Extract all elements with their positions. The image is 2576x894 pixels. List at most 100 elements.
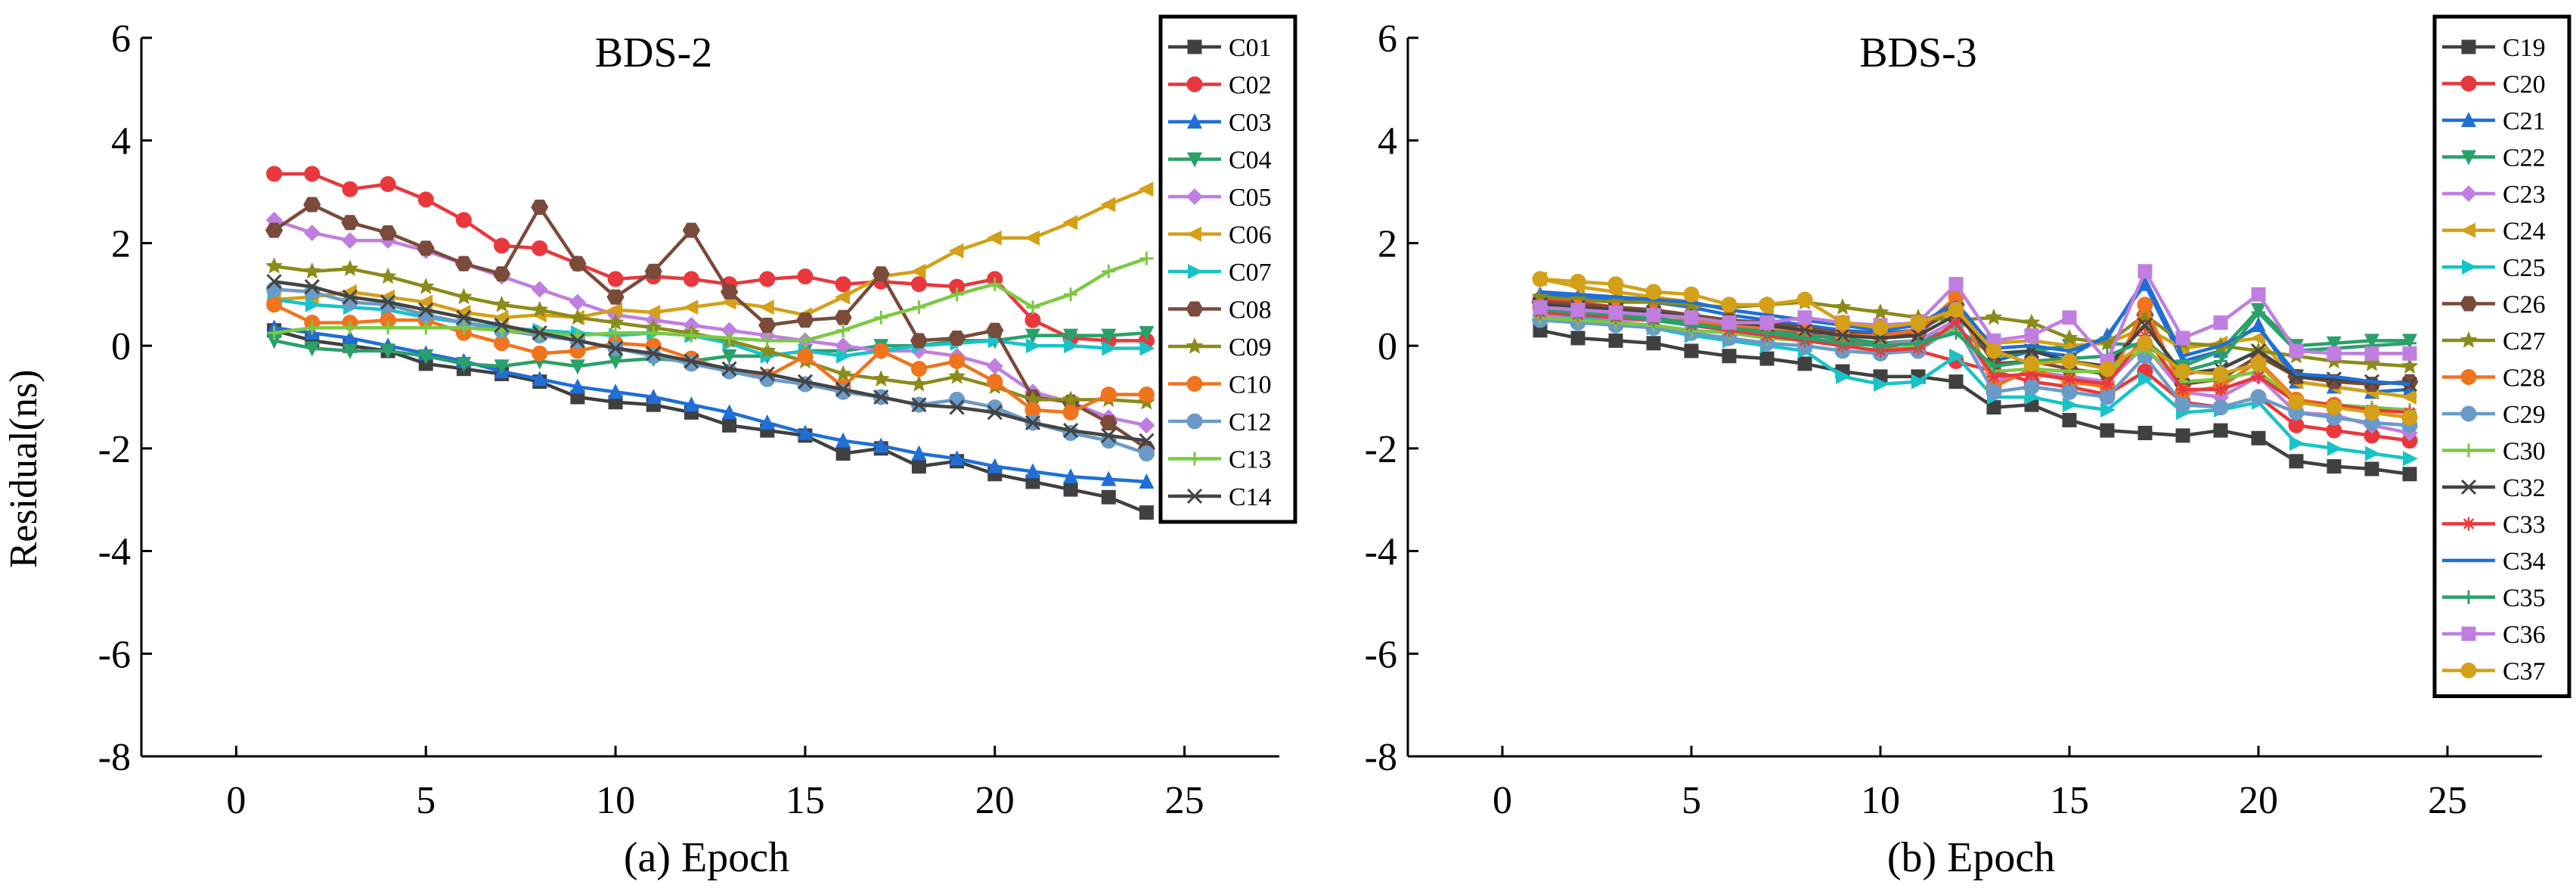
data-point xyxy=(1570,273,1586,290)
data-point xyxy=(532,371,547,386)
data-point xyxy=(607,271,624,287)
x-tick-label: 0 xyxy=(226,779,246,822)
legend-item: C20 xyxy=(2442,71,2546,99)
data-point xyxy=(1025,300,1040,315)
data-point xyxy=(1062,404,1079,421)
legend-item: C26 xyxy=(2442,291,2546,319)
legend-marker xyxy=(2461,39,2476,54)
data-point xyxy=(1722,349,1737,364)
data-point xyxy=(2212,399,2229,416)
data-point xyxy=(2402,467,2417,482)
data-point xyxy=(950,287,964,302)
data-point xyxy=(417,191,434,208)
data-point xyxy=(342,181,358,197)
data-point xyxy=(1063,468,1079,484)
data-point xyxy=(1834,315,1851,331)
legend-item: C06 xyxy=(1168,222,1272,250)
data-point xyxy=(2364,346,2379,361)
x-tick-label: 25 xyxy=(1165,779,1204,822)
data-point xyxy=(682,222,700,238)
legend-label: C26 xyxy=(2503,291,2546,319)
legend-label: C21 xyxy=(2503,107,2546,135)
data-point xyxy=(2402,346,2417,361)
y-tick-label: -2 xyxy=(98,428,131,471)
legend-marker xyxy=(2462,259,2477,275)
legend-item: C04 xyxy=(1168,147,1272,175)
data-point xyxy=(456,309,472,325)
y-tick-label: 0 xyxy=(111,325,131,368)
data-point xyxy=(2137,317,2153,334)
data-point xyxy=(342,329,358,345)
data-point xyxy=(531,199,549,215)
data-point xyxy=(758,317,777,334)
data-point xyxy=(1139,505,1154,520)
data-point xyxy=(1987,359,2001,374)
legend-marker xyxy=(2462,590,2475,604)
data-point xyxy=(873,343,889,359)
data-point xyxy=(418,302,434,318)
legend-marker xyxy=(1186,337,1204,354)
data-point xyxy=(1722,315,1737,331)
legend-label: C10 xyxy=(1229,371,1272,399)
data-point xyxy=(2138,371,2153,387)
data-point xyxy=(872,370,890,386)
data-point xyxy=(1532,271,1548,287)
data-point xyxy=(531,281,548,298)
legend-label: C04 xyxy=(1229,147,1272,175)
data-point xyxy=(456,356,472,372)
data-point xyxy=(343,321,357,335)
legend-item: C14 xyxy=(1168,483,1272,511)
data-point xyxy=(797,424,813,440)
data-point xyxy=(986,358,1003,375)
data-point xyxy=(1064,287,1078,302)
legend-marker xyxy=(1186,226,1201,242)
data-point xyxy=(2176,382,2190,396)
data-point xyxy=(683,300,699,315)
data-point xyxy=(1836,336,1849,350)
data-point xyxy=(266,274,282,290)
y-tick-label: -8 xyxy=(98,736,131,779)
legend-label: C14 xyxy=(1229,483,1272,511)
data-point xyxy=(608,340,624,356)
data-point xyxy=(304,279,320,295)
data-point xyxy=(1024,390,1042,408)
data-point xyxy=(380,294,396,310)
data-point xyxy=(722,418,737,433)
data-point xyxy=(1062,390,1080,408)
legend-marker xyxy=(2461,626,2476,641)
legend-item: C13 xyxy=(1168,446,1272,474)
y-tick-label: -4 xyxy=(1365,531,1397,574)
legend-marker xyxy=(2460,296,2478,312)
data-point xyxy=(2060,328,2078,346)
data-point xyxy=(796,312,814,328)
legend-marker xyxy=(2460,663,2477,678)
data-point xyxy=(759,414,775,430)
x-tick-label: 15 xyxy=(2050,779,2089,822)
data-point xyxy=(2099,361,2116,377)
legend-item: C02 xyxy=(1168,72,1272,100)
legend-label: C02 xyxy=(1229,72,1272,100)
data-point xyxy=(1100,197,1116,213)
data-point xyxy=(1910,315,1927,331)
data-point xyxy=(379,225,397,241)
data-point xyxy=(1101,489,1116,504)
data-point xyxy=(1871,303,1889,320)
legend-marker xyxy=(1188,264,1203,279)
data-point xyxy=(836,323,851,337)
x-tick-label: 10 xyxy=(596,779,635,822)
data-point xyxy=(1025,414,1040,430)
series-line xyxy=(1539,295,2410,368)
data-point xyxy=(911,459,926,474)
data-point xyxy=(2401,374,2419,390)
series-line xyxy=(274,280,1147,442)
data-point xyxy=(910,333,928,349)
data-point xyxy=(2326,399,2342,416)
legend-marker xyxy=(2462,443,2475,458)
chart-title: BDS-3 xyxy=(1859,29,1977,76)
data-point xyxy=(759,271,776,287)
legend-marker xyxy=(1186,413,1203,430)
data-point xyxy=(835,381,851,397)
